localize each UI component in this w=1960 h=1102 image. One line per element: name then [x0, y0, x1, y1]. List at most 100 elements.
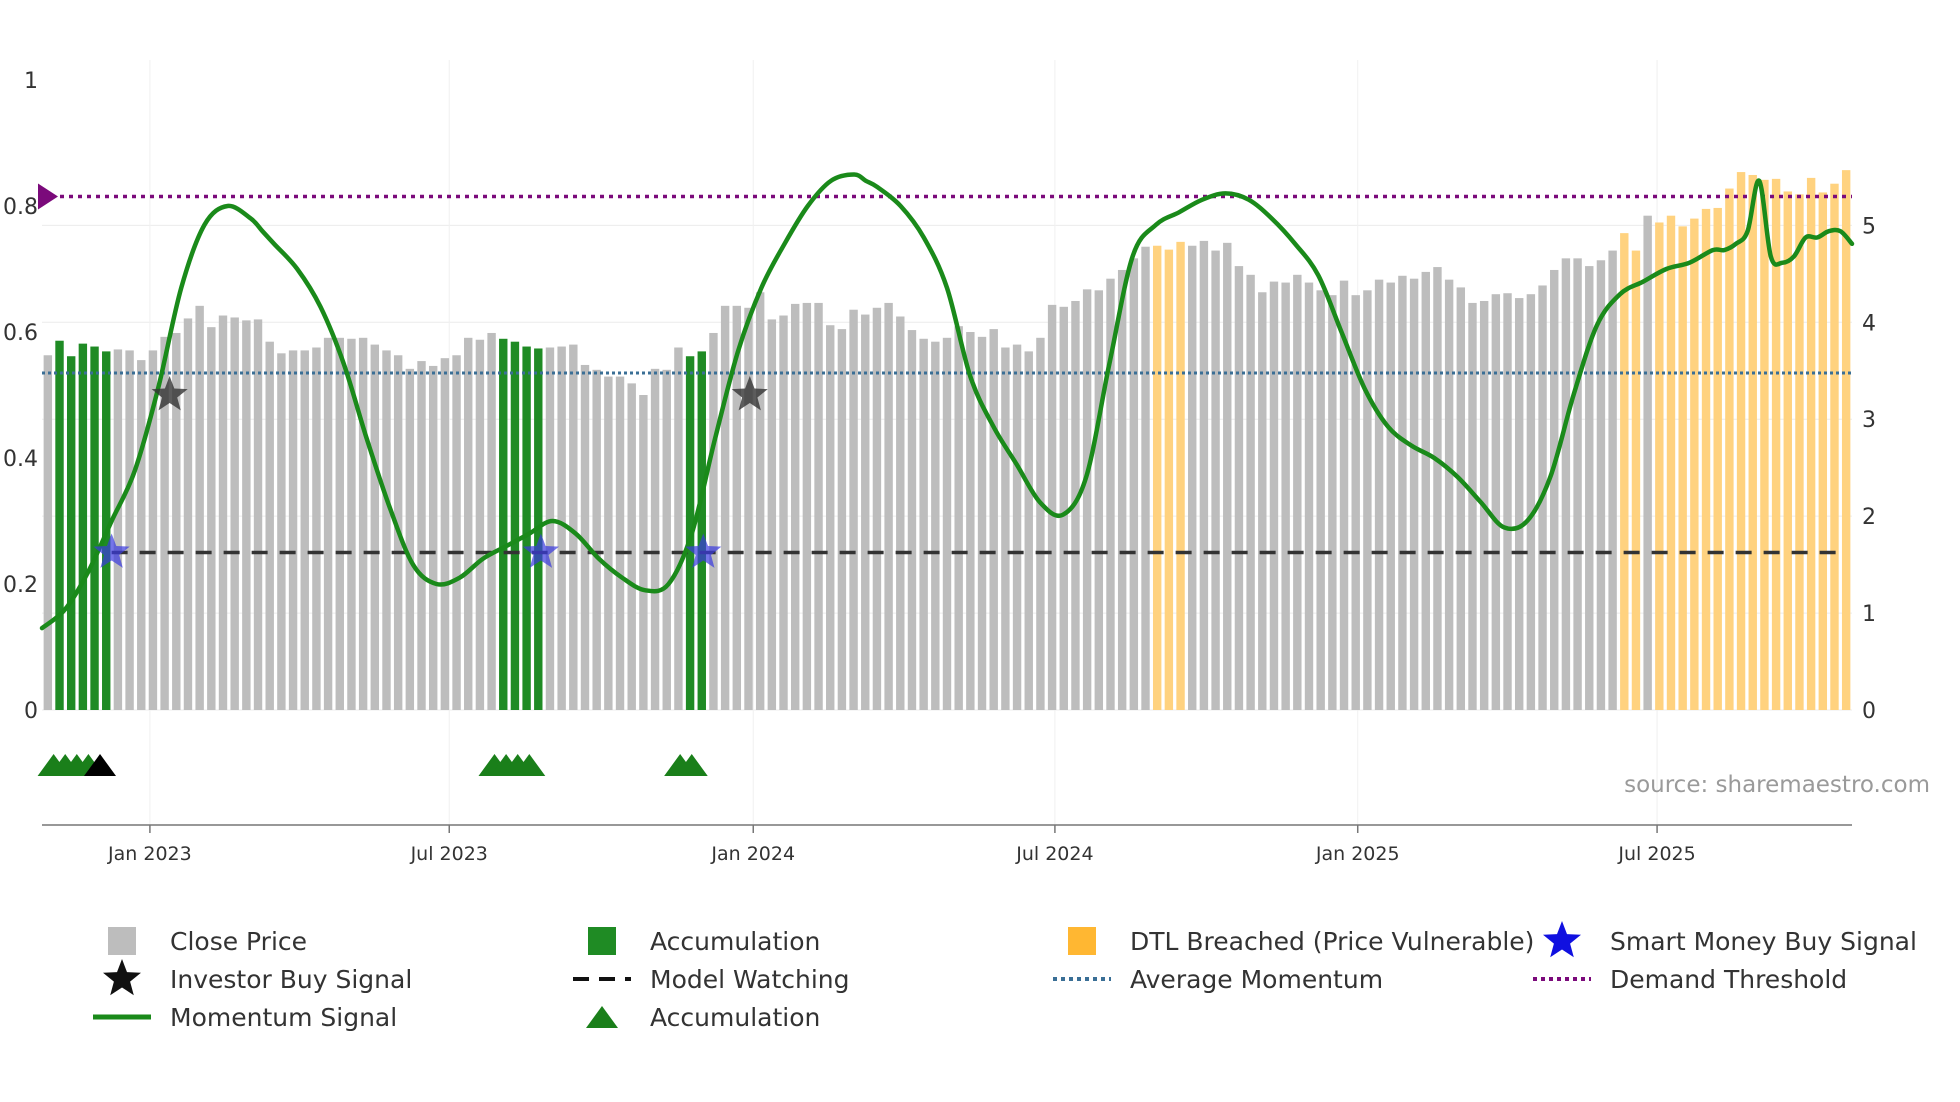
close-price-bar: [1024, 351, 1033, 710]
close-price-bar: [545, 347, 555, 710]
close-price-bar: [1748, 174, 1757, 710]
close-price-bar: [1690, 218, 1699, 710]
close-price-bar: [1199, 240, 1209, 710]
close-price-bar: [113, 349, 123, 710]
left-axis-tick-label: 0.6: [3, 321, 38, 346]
close-price-bar: [674, 347, 683, 710]
close-price-bar: [300, 350, 309, 710]
close-price-bar: [826, 325, 835, 710]
legend: Close Price Accumulation DTL Breached (Pri…: [93, 921, 1917, 1032]
close-price-bar: [650, 368, 660, 710]
close-price-bar: [323, 337, 333, 710]
close-price-bar: [580, 364, 590, 710]
close-price-bar: [814, 302, 823, 710]
close-price-bar: [1456, 287, 1466, 710]
left-axis-tick-label: 0.2: [3, 573, 38, 598]
legend-square-icon: [108, 927, 136, 955]
close-price-bar: [1012, 344, 1022, 710]
close-price-bar: [417, 361, 426, 710]
investor-signal-triangle: [84, 754, 117, 776]
close-price-bar: [452, 355, 461, 710]
close-price-bar: [837, 329, 847, 710]
close-price-bar: [1655, 222, 1664, 710]
momentum-signal-group: [39, 172, 1855, 631]
close-price-bar: [1795, 194, 1804, 710]
close-price-bar: [358, 337, 368, 710]
close-price-bar: [172, 332, 181, 710]
close-price-bar: [1176, 241, 1185, 710]
x-axis-tick-label: Jul 2025: [1617, 843, 1695, 865]
close-price-bar: [1514, 298, 1524, 710]
source-label: source: sharemaestro.com: [1624, 772, 1930, 798]
close-price-bar: [1620, 233, 1629, 710]
close-price-bar: [896, 316, 905, 710]
close-price-bar: [207, 327, 216, 710]
close-price-bar: [382, 350, 391, 710]
close-price-bar: [487, 332, 496, 710]
right-axis-tick-label: 2: [1862, 505, 1876, 530]
close-price-bar: [1164, 249, 1174, 710]
close-price-bar: [499, 338, 508, 710]
smart-money-buy-star: [93, 533, 130, 568]
close-price-bar: [125, 350, 134, 710]
close-price-bar: [1678, 226, 1687, 710]
close-price-bar: [709, 332, 718, 710]
smart-money-buy-star: [685, 533, 722, 568]
close-price-bar: [1561, 258, 1571, 710]
legend-label: DTL Breached (Price Vulnerable): [1130, 927, 1534, 956]
close-price-bar: [66, 356, 76, 710]
close-price-bar: [1374, 279, 1384, 710]
close-price-bar: [148, 350, 158, 710]
investor-buy-star: [151, 376, 188, 411]
close-price-bar: [1036, 337, 1045, 710]
legend-square-icon: [588, 927, 616, 955]
close-price-bar: [1421, 271, 1430, 710]
close-price-bar: [790, 303, 800, 710]
close-price-bar: [1047, 304, 1057, 710]
close-price-bar: [639, 395, 648, 710]
legend-label: Close Price: [170, 927, 307, 956]
legend-square-icon: [1068, 927, 1096, 955]
signal-markers: [93, 376, 768, 568]
close-price-bar: [954, 326, 963, 710]
legend-label: Investor Buy Signal: [170, 965, 412, 994]
right-axis-tick-label: 4: [1862, 311, 1876, 336]
accumulation-triangle: [513, 754, 546, 776]
close-price-bar: [697, 351, 706, 710]
close-price-bar: [942, 337, 952, 710]
close-price-bar: [1433, 267, 1442, 710]
close-price-bar: [1094, 290, 1104, 710]
close-price-bar: [1351, 295, 1360, 710]
close-price-bar: [230, 317, 239, 710]
x-axis-tick-label: Jan 2024: [710, 843, 795, 865]
legend-label: Momentum Signal: [170, 1003, 397, 1032]
close-price-bar: [1736, 172, 1746, 711]
legend-star-icon: [1543, 921, 1581, 958]
close-price-bar: [1106, 278, 1115, 710]
axes: 0 0.2 0.4 0.6 0.8 1 0 1 2 3 4 5 Jan 2023 Jul 2023 Jan …: [3, 69, 1876, 865]
reference-lines: [38, 183, 1852, 555]
close-price-bar: [1328, 295, 1337, 710]
close-price-bar: [1188, 245, 1197, 710]
right-axis-tick-label: 1: [1862, 602, 1876, 627]
close-price-bar: [1725, 188, 1734, 711]
left-axis-tick-label: 0.4: [3, 447, 38, 472]
close-price-bar: [265, 341, 274, 710]
close-price-bar: [872, 307, 882, 710]
smart-money-buy-star: [522, 533, 559, 568]
x-axis-tick-label: Jan 2023: [107, 843, 192, 865]
close-price-bar: [1760, 179, 1769, 711]
right-axis-tick-label: 5: [1862, 214, 1876, 239]
legend-label: Smart Money Buy Signal: [1610, 927, 1917, 956]
close-price-bar: [744, 307, 753, 710]
demand-threshold-marker: [38, 183, 58, 210]
close-price-bar: [1608, 250, 1617, 711]
x-axis-tick-label: Jul 2023: [410, 843, 488, 865]
momentum-signal-line: [39, 172, 1855, 631]
close-price-bar: [195, 305, 204, 710]
close-price-bar: [183, 318, 193, 710]
close-price-bar: [1386, 282, 1395, 710]
x-axis-tick-label: Jul 2024: [1015, 843, 1093, 865]
legend-triangle-icon: [586, 1006, 618, 1028]
close-price-bar: [1596, 260, 1606, 710]
